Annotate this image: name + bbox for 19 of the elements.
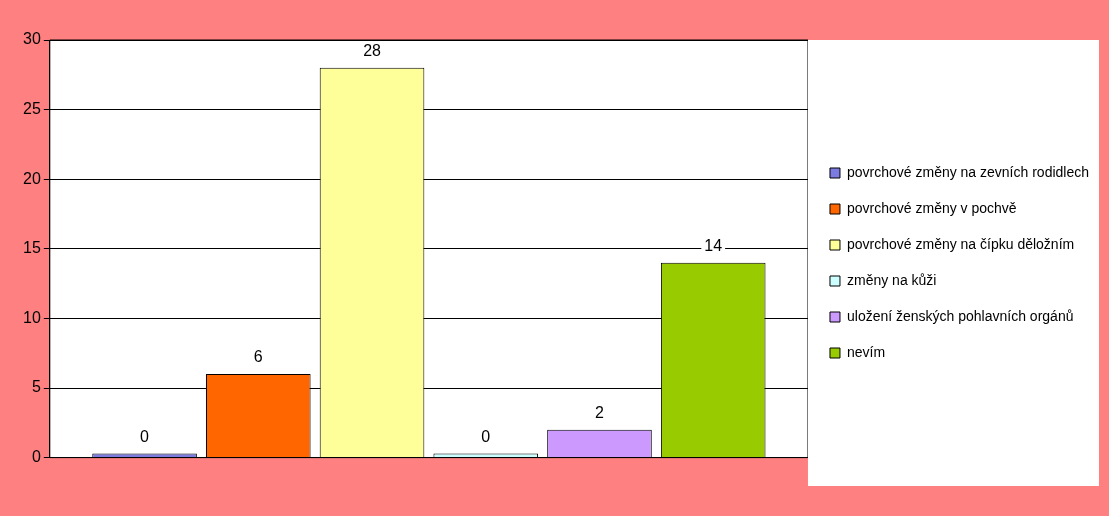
y-tick-label: 30 (23, 30, 41, 48)
data-label: 14 (704, 237, 723, 255)
data-label: 0 (481, 428, 491, 446)
y-tick-label: 10 (23, 308, 41, 326)
data-label: 0 (140, 428, 150, 446)
legend-label: nevím (846, 343, 886, 360)
data-label: 6 (253, 348, 263, 366)
y-tick-label: 20 (23, 169, 41, 187)
legend-label: uložení ženských pohlavních orgánů (846, 307, 1074, 324)
y-tick-label: 15 (23, 239, 41, 257)
data-label: 2 (595, 404, 605, 422)
y-tick-label: 0 (31, 448, 41, 466)
legend-label: povrchové změny v pochvě (846, 199, 1017, 216)
data-label: 28 (363, 42, 382, 60)
legend-label: povrchové změny na čípku děložním (846, 235, 1075, 252)
legend-label: změny na kůži (846, 271, 937, 288)
y-tick-label: 25 (23, 100, 41, 118)
legend-label: povrchové změny na zevních rodidlech (846, 163, 1090, 180)
y-tick-label: 5 (31, 378, 41, 396)
